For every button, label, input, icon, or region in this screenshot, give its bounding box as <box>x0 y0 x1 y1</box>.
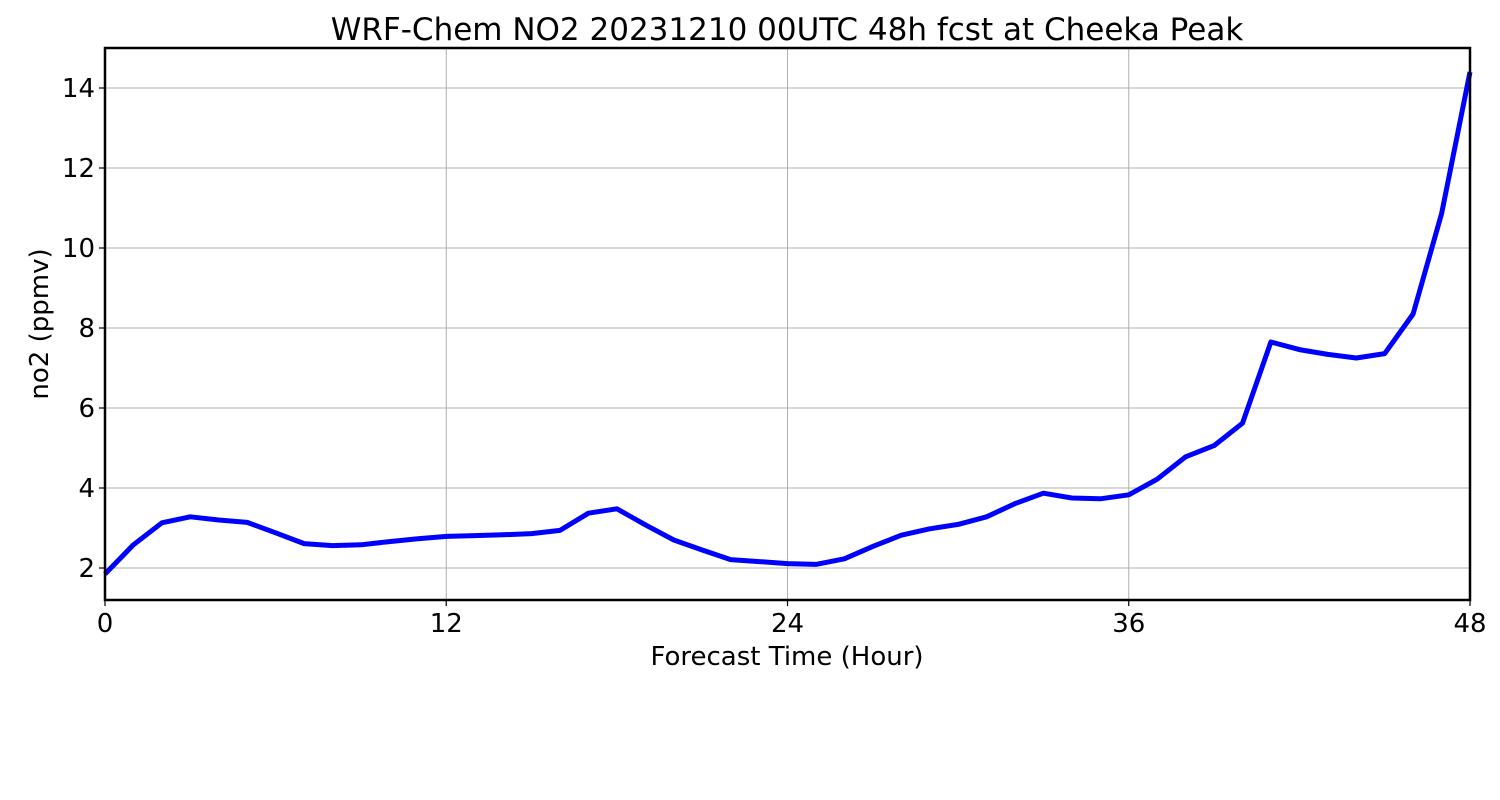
y-tick-label: 2 <box>78 554 95 584</box>
x-tick-label: 24 <box>771 609 804 639</box>
y-tick-label: 14 <box>62 74 95 104</box>
plot-frame <box>103 46 1472 602</box>
x-tick-label: 48 <box>1453 609 1486 639</box>
series-layer <box>103 71 1473 576</box>
y-tick-label: 4 <box>78 474 95 504</box>
chart-title: WRF-Chem NO2 20231210 00UTC 48h fcst at … <box>331 12 1244 48</box>
grid <box>104 48 1471 600</box>
x-axis-label: Forecast Time (Hour) <box>650 642 923 672</box>
x-tick-label: 36 <box>1112 609 1145 639</box>
x-tick-label: 12 <box>430 609 463 639</box>
y-tick-label: 8 <box>78 314 95 344</box>
x-tick-label: 0 <box>97 609 114 639</box>
y-tick-label: 12 <box>62 154 95 184</box>
y-tick-label: 10 <box>62 234 95 264</box>
y-axis-label: no2 (ppmv) <box>25 248 55 399</box>
y-tick-label: 6 <box>78 394 95 424</box>
